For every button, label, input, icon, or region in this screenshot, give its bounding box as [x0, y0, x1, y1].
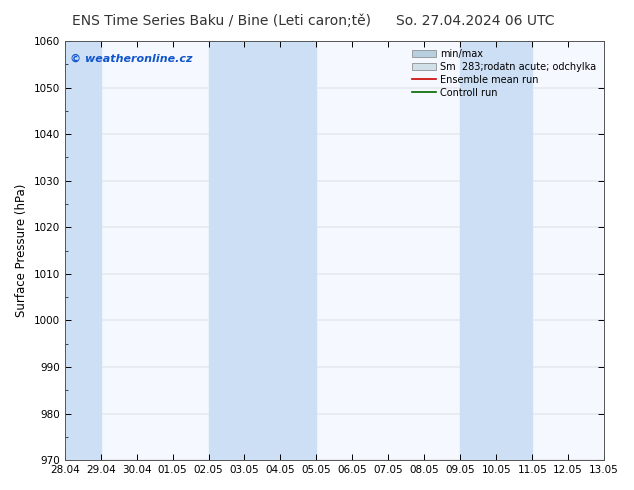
Legend: min/max, Sm  283;rodatn acute; odchylka, Ensemble mean run, Controll run: min/max, Sm 283;rodatn acute; odchylka, …	[409, 46, 599, 100]
Text: ENS Time Series Baku / Bine (Leti caron;tě): ENS Time Series Baku / Bine (Leti caron;…	[72, 14, 372, 28]
Y-axis label: Surface Pressure (hPa): Surface Pressure (hPa)	[15, 184, 28, 318]
Bar	[460, 41, 496, 460]
Bar	[496, 41, 532, 460]
Bar	[65, 41, 101, 460]
Text: So. 27.04.2024 06 UTC: So. 27.04.2024 06 UTC	[396, 14, 555, 28]
Bar	[280, 41, 316, 460]
Bar	[209, 41, 245, 460]
Text: © weatheronline.cz: © weatheronline.cz	[70, 53, 193, 64]
Bar	[245, 41, 280, 460]
